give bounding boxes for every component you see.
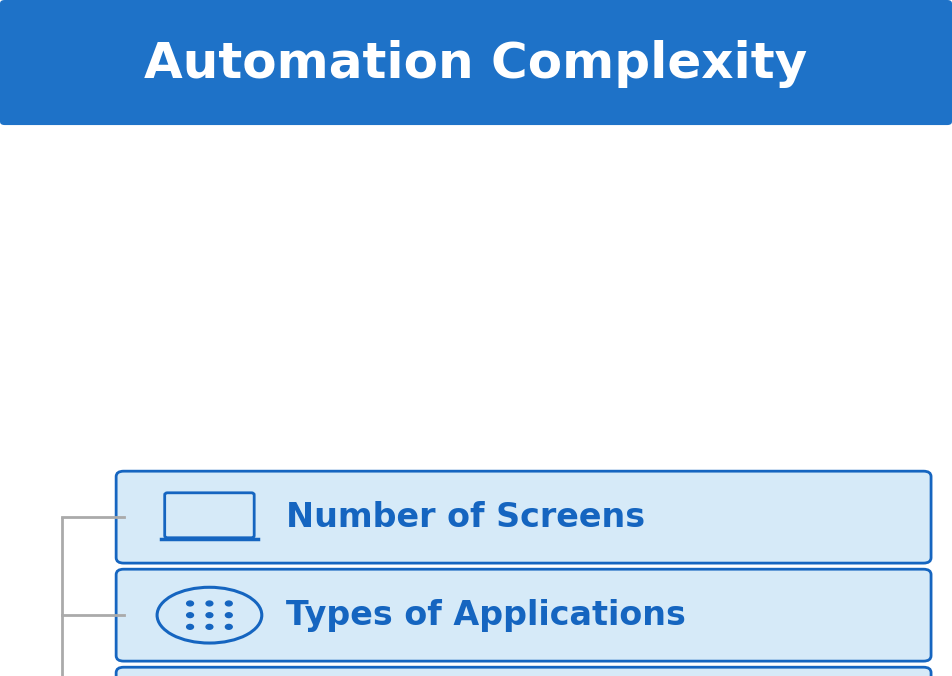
Circle shape: [226, 612, 232, 618]
FancyBboxPatch shape: [0, 0, 952, 125]
FancyBboxPatch shape: [116, 471, 931, 563]
FancyBboxPatch shape: [116, 569, 931, 661]
Text: Types of Applications: Types of Applications: [286, 599, 685, 631]
Circle shape: [226, 625, 232, 629]
Circle shape: [206, 625, 213, 629]
Circle shape: [206, 612, 213, 618]
Text: Automation Complexity: Automation Complexity: [145, 40, 807, 89]
Circle shape: [187, 625, 193, 629]
FancyBboxPatch shape: [116, 667, 931, 676]
Circle shape: [206, 601, 213, 606]
Circle shape: [187, 612, 193, 618]
Circle shape: [187, 601, 193, 606]
Circle shape: [226, 601, 232, 606]
Text: Number of Screens: Number of Screens: [286, 501, 645, 533]
